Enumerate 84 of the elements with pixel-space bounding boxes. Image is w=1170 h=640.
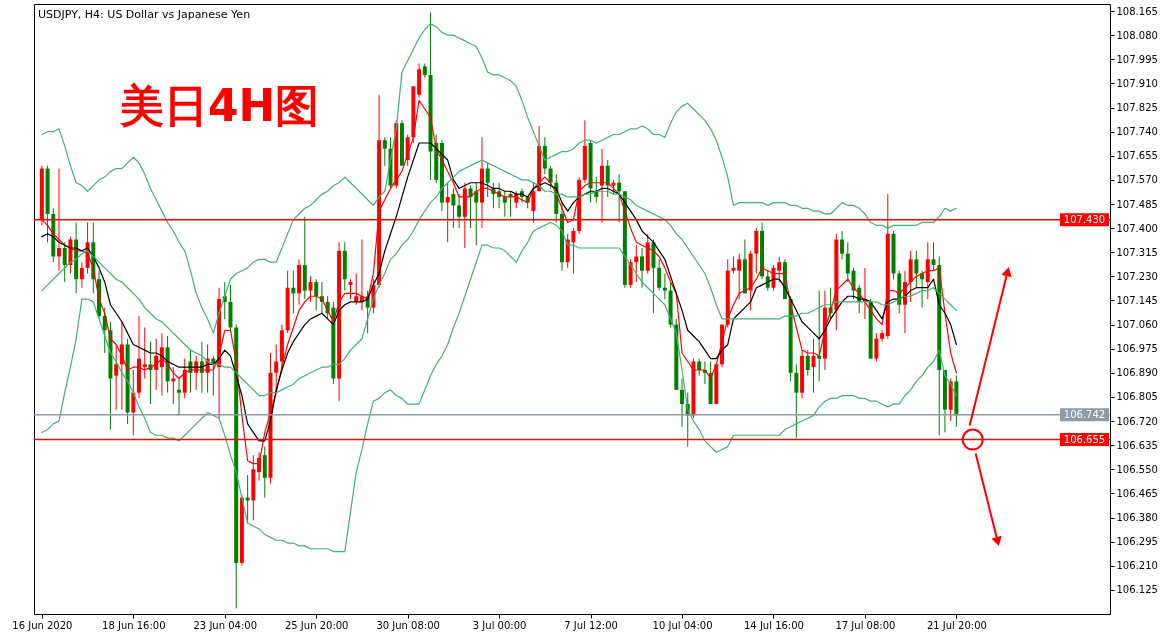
line-series bbox=[41, 23, 957, 334]
x-tick-label: 23 Jun 04:00 bbox=[193, 619, 258, 631]
y-tick-label: 107.825 bbox=[1116, 102, 1158, 114]
candlestick bbox=[542, 136, 547, 175]
x-tick-label: 17 Jul 08:00 bbox=[835, 619, 896, 631]
y-tick-label: 107.740 bbox=[1116, 126, 1158, 138]
candlestick bbox=[880, 329, 885, 343]
x-tick-label: 3 Jul 00:00 bbox=[472, 619, 527, 631]
candlestick bbox=[262, 446, 267, 499]
candlestick bbox=[308, 275, 313, 303]
candlestick bbox=[502, 190, 507, 218]
candlestick bbox=[754, 227, 759, 275]
x-tick-label: 21 Jul 20:00 bbox=[926, 619, 987, 631]
y-tick-label: 107.995 bbox=[1116, 53, 1158, 65]
candlestick bbox=[777, 256, 782, 283]
candlestick bbox=[131, 369, 136, 436]
ref-line-label: 107.430 bbox=[1063, 214, 1106, 226]
y-tick-label: 106.975 bbox=[1116, 343, 1158, 355]
y-tick-label: 106.890 bbox=[1116, 367, 1158, 379]
line-series bbox=[41, 159, 957, 397]
y-tick-label: 107.400 bbox=[1116, 222, 1158, 234]
y-tick-label: 106.465 bbox=[1116, 487, 1158, 499]
y-tick-label: 106.720 bbox=[1116, 415, 1158, 427]
candlestick bbox=[62, 241, 67, 283]
candlestick bbox=[662, 273, 667, 300]
x-tick-label: 18 Jun 16:00 bbox=[102, 619, 166, 631]
x-tick-label: 10 Jul 04:00 bbox=[652, 619, 713, 631]
candlestick bbox=[680, 378, 685, 428]
candlestick bbox=[931, 241, 936, 272]
annotation: 美日4H图 bbox=[119, 80, 320, 131]
y-tick-label: 106.635 bbox=[1116, 439, 1158, 451]
y-tick-label: 107.060 bbox=[1116, 319, 1158, 331]
candlestick bbox=[914, 250, 919, 289]
candlestick bbox=[840, 230, 845, 260]
candlestick bbox=[805, 349, 810, 377]
y-tick-label: 107.485 bbox=[1116, 198, 1158, 210]
candlestick bbox=[457, 193, 462, 229]
candlestick bbox=[737, 253, 742, 300]
candlestick bbox=[382, 136, 387, 167]
candlestick bbox=[657, 258, 662, 292]
line-series bbox=[41, 221, 957, 553]
candlestick bbox=[811, 338, 816, 394]
y-tick-label: 106.210 bbox=[1116, 560, 1158, 572]
x-tick-label: 30 Jun 08:00 bbox=[376, 619, 440, 631]
x-tick-label: 14 Jul 16:00 bbox=[744, 619, 804, 631]
candlestick bbox=[908, 250, 913, 303]
candlestick bbox=[348, 278, 353, 300]
x-tick-label: 25 Jun 20:00 bbox=[284, 619, 349, 631]
y-tick-label: 106.380 bbox=[1116, 512, 1158, 524]
candlestick bbox=[182, 358, 187, 399]
x-tick-label: 16 Jun 2020 bbox=[12, 619, 73, 631]
y-tick-label: 107.315 bbox=[1116, 246, 1158, 258]
candlestick bbox=[79, 261, 84, 289]
chart-title: USDJPY, H4: US Dollar vs Japanese Yen bbox=[38, 8, 251, 21]
y-tick-label: 108.080 bbox=[1116, 29, 1158, 41]
candlestick bbox=[314, 278, 319, 311]
candlestick bbox=[605, 159, 610, 198]
candlestick bbox=[451, 187, 456, 229]
x-tick-label: 7 Jul 12:00 bbox=[564, 619, 618, 631]
y-tick-label: 106.125 bbox=[1116, 584, 1158, 596]
candlestick bbox=[845, 241, 850, 283]
candlestick bbox=[617, 173, 622, 223]
candlestick bbox=[142, 326, 147, 380]
candlestick bbox=[925, 241, 930, 300]
candlestick bbox=[485, 162, 490, 198]
y-tick-label: 106.295 bbox=[1116, 536, 1158, 548]
ref-line-label: 106.742 bbox=[1063, 409, 1106, 421]
candlestick bbox=[177, 378, 182, 416]
y-tick-label: 107.570 bbox=[1116, 174, 1158, 186]
candlestick bbox=[817, 290, 822, 382]
y-tick-label: 107.655 bbox=[1116, 150, 1158, 162]
y-tick-label: 107.145 bbox=[1116, 294, 1158, 306]
candlestick bbox=[874, 332, 879, 362]
y-tick-label: 106.805 bbox=[1116, 391, 1158, 403]
candlestick bbox=[548, 165, 553, 189]
candlestick bbox=[794, 363, 799, 439]
line-series bbox=[41, 142, 957, 442]
y-tick-label: 108.165 bbox=[1116, 5, 1158, 17]
ref-line-label: 106.655 bbox=[1063, 434, 1106, 446]
candlestick bbox=[628, 258, 633, 289]
y-tick-label: 107.910 bbox=[1116, 77, 1158, 89]
y-tick-label: 106.550 bbox=[1116, 463, 1158, 475]
candlestick bbox=[640, 247, 645, 289]
y-tick-label: 107.230 bbox=[1116, 270, 1158, 282]
